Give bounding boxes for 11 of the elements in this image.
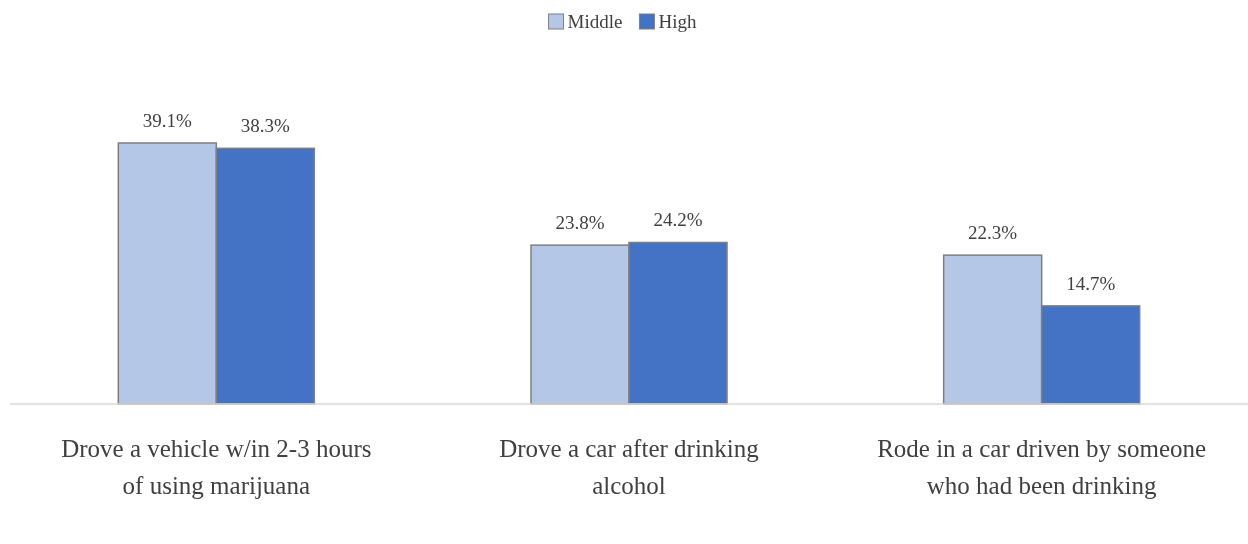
x-tick-label: Drove a vehicle w/in 2-3 hours of using marijuana (61, 435, 372, 499)
data-label: 23.8% (555, 212, 605, 234)
data-label: 14.7% (1066, 272, 1116, 294)
x-tick-label: Rode in a car driven by someone who had been drinking (877, 435, 1207, 499)
legend-label: High (658, 11, 697, 32)
data-label: 22.3% (968, 222, 1018, 244)
data-label: 24.2% (653, 209, 703, 231)
data-label: 38.3% (240, 115, 291, 137)
data-label: 39.1% (142, 110, 193, 131)
x-tick-label: Drove a car after drinking alcohol (499, 435, 760, 499)
legend-label: Middle (567, 11, 623, 32)
